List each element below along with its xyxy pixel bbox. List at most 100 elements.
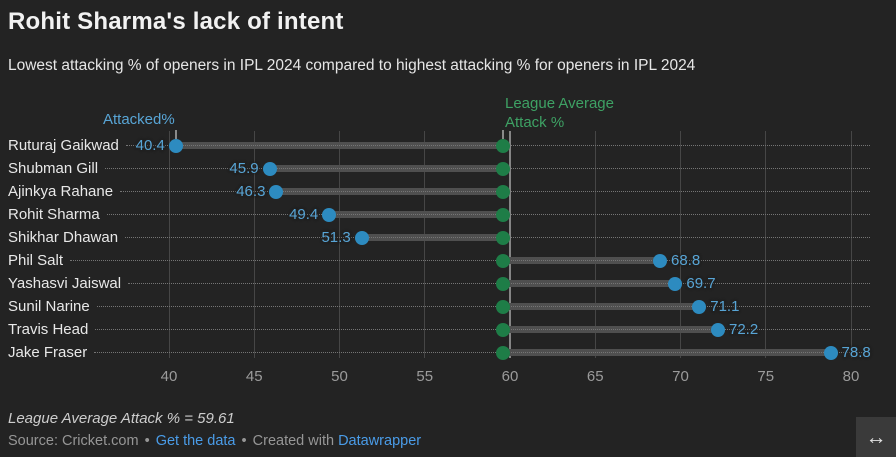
row-flex: Shubman Gill xyxy=(0,157,896,180)
chart-subtitle: Lowest attacking % of openers in IPL 202… xyxy=(8,57,696,74)
separator-dot: • xyxy=(241,433,247,449)
x-axis-tick-label: 50 xyxy=(331,368,348,385)
chart-row: Rohit Sharma 49.4 xyxy=(0,203,896,226)
reference-label-line2: Attack % xyxy=(505,114,565,131)
reference-dot xyxy=(496,184,511,199)
reference-dot xyxy=(496,299,511,314)
resize-button[interactable]: ↔ xyxy=(856,417,896,457)
player-label: Travis Head xyxy=(8,321,89,339)
player-label: Ruturaj Gaikwad xyxy=(8,137,119,154)
gridline xyxy=(339,131,340,358)
value-label: 49.4 xyxy=(289,205,319,223)
x-axis-tick-label: 55 xyxy=(416,368,434,385)
player-label: Shubman Gill xyxy=(8,160,99,178)
chart-title: Rohit Sharma's lack of intent xyxy=(8,8,344,35)
value-dot xyxy=(168,138,183,153)
value-label: 71.1 xyxy=(710,297,740,315)
value-dot xyxy=(653,253,668,268)
leader-line xyxy=(70,260,870,262)
footnote: League Average Attack % = 59.61 xyxy=(8,410,235,427)
get-the-data-link[interactable]: Get the data xyxy=(155,433,236,449)
reference-column-label: League Average Attack % xyxy=(505,94,614,132)
row-flex: Phil Salt xyxy=(0,249,896,272)
value-dot xyxy=(823,345,838,360)
row-flex: Shikhar Dhawan xyxy=(0,226,896,249)
gridline xyxy=(168,131,170,358)
value-label: 72.2 xyxy=(729,320,759,338)
value-dot xyxy=(711,322,725,337)
gridline xyxy=(253,131,255,358)
row-flex: Yashasvi Jaiswal xyxy=(0,272,896,295)
x-axis-tick-label: 80 xyxy=(842,368,860,385)
gridline xyxy=(424,131,426,358)
gridline xyxy=(509,131,511,358)
x-axis-tick-label: 65 xyxy=(586,368,604,385)
x-axis-tick-label: 75 xyxy=(757,368,775,385)
player-label: Yashasvi Jaiswal xyxy=(8,275,122,293)
player-label: Ajinkya Rahane xyxy=(8,183,114,201)
player-label: Phil Salt xyxy=(8,252,64,270)
chart-row: Ruturaj Gaikwad 40.4 xyxy=(0,134,896,157)
x-axis-tick-label: 40 xyxy=(160,368,178,385)
value-label: 69.7 xyxy=(686,274,716,292)
leader-line xyxy=(95,329,870,331)
player-label: Rohit Sharma xyxy=(8,206,100,224)
chart-row: Shubman Gill 45.9 xyxy=(0,157,896,180)
value-dot xyxy=(692,299,707,314)
leader-line xyxy=(94,352,870,354)
value-dot xyxy=(269,184,284,199)
value-dot xyxy=(354,230,369,245)
value-label: 40.4 xyxy=(135,136,165,154)
leader-line xyxy=(96,306,870,308)
chart-row: Ajinkya Rahane 46.3 xyxy=(0,180,896,203)
row-flex: Jake Fraser xyxy=(0,341,896,364)
chart-row: Sunil Narine 71.1 xyxy=(0,295,896,318)
row-flex: Travis Head xyxy=(0,318,896,341)
reference-dot xyxy=(496,161,511,176)
row-flex: Ajinkya Rahane xyxy=(0,180,896,203)
value-label: 51.3 xyxy=(321,228,351,246)
gridline xyxy=(765,131,767,358)
leader-line xyxy=(120,191,870,193)
gridline xyxy=(594,131,596,358)
value-label: 78.8 xyxy=(841,343,871,361)
gridline xyxy=(850,131,852,358)
reference-dot xyxy=(496,253,511,268)
value-label: 46.3 xyxy=(236,182,266,200)
reference-label-tick xyxy=(502,130,505,139)
series-label-tick xyxy=(174,130,177,139)
row-flex: Rohit Sharma xyxy=(0,203,896,226)
player-label: Jake Fraser xyxy=(8,344,88,362)
reference-dot xyxy=(496,276,511,291)
reference-label-line1: League Average xyxy=(505,95,614,112)
datawrapper-link[interactable]: Datawrapper xyxy=(338,433,422,449)
x-axis-tick-label: 60 xyxy=(501,368,519,385)
source-line: Source: Cricket.com • Get the data • Cre… xyxy=(8,433,421,449)
reference-dot xyxy=(496,345,511,360)
reference-dot xyxy=(496,230,511,245)
reference-dot xyxy=(496,207,511,222)
chart-row: Yashasvi Jaiswal 69.7 xyxy=(0,272,896,295)
value-dot xyxy=(668,276,683,291)
horizontal-resize-icon: ↔ xyxy=(865,425,887,449)
player-label: Sunil Narine xyxy=(8,298,90,316)
leader-line xyxy=(106,214,870,216)
value-label: 68.8 xyxy=(671,251,701,269)
value-dot xyxy=(322,207,337,222)
separator-dot: • xyxy=(144,433,150,449)
chart-row: Phil Salt 68.8 xyxy=(0,249,896,272)
gridline xyxy=(680,131,681,358)
source-text: Source: Cricket.com xyxy=(8,433,139,449)
chart-row: Jake Fraser 78.8 xyxy=(0,341,896,364)
row-flex: Ruturaj Gaikwad xyxy=(0,134,896,157)
x-axis-tick-label: 70 xyxy=(672,368,689,385)
reference-dot xyxy=(496,138,511,153)
player-label: Shikhar Dhawan xyxy=(8,229,119,247)
value-label: 45.9 xyxy=(229,159,259,177)
series-column-label: Attacked% xyxy=(103,111,175,128)
chart-row: Travis Head 72.2 xyxy=(0,318,896,341)
reference-dot xyxy=(496,322,511,337)
row-flex: Sunil Narine xyxy=(0,295,896,318)
